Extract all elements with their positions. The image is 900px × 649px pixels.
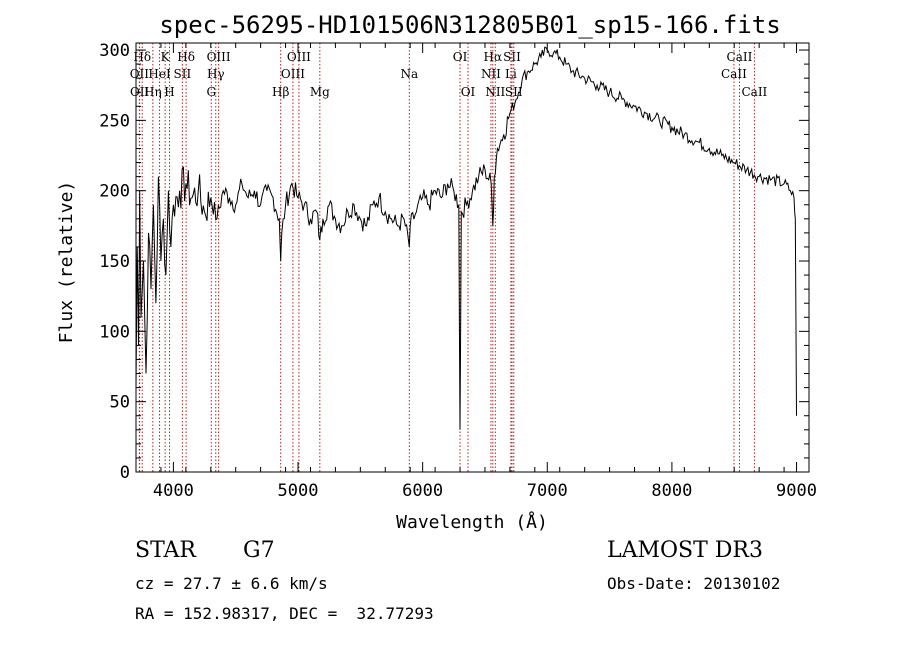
y-tick-label-0: 0 (120, 463, 130, 483)
x-tick-label-1: 5000 (278, 481, 319, 501)
spectrum-line (135, 46, 797, 430)
line-marker-label-23: NII (485, 85, 505, 99)
x-tick-label-4: 8000 (651, 481, 692, 501)
line-marker-label-27: CaII (741, 85, 767, 99)
line-marker-label-22: Li (505, 67, 517, 81)
y-tick-label-3: 150 (99, 252, 130, 272)
line-marker-label-25: CaII (727, 50, 753, 64)
object-subclass: G7 (243, 538, 275, 563)
y-tick-label-2: 100 (99, 322, 130, 342)
line-marker-label-18: OI (461, 85, 476, 99)
line-marker-label-13: OIII (281, 67, 305, 81)
x-axis-label: Wavelength (Å) (396, 511, 548, 533)
line-marker-label-4: HeI (148, 67, 171, 81)
plot-frame (135, 42, 810, 473)
x-tick-label-3: 7000 (527, 481, 568, 501)
axes: 4000 5000 6000 7000 8000 9000 0 50 100 150 200 250 3… (99, 41, 817, 501)
survey-name: LAMOST DR3 (607, 538, 763, 563)
line-marker-label-15: Mg (310, 85, 330, 99)
line-marker-label-7: SII (174, 67, 192, 81)
y-axis-label: Flux (relative) (56, 181, 77, 344)
line-marker-label-6: Hδ (177, 50, 195, 64)
line-marker-label-20: SII (503, 50, 521, 64)
y-tick-label-6: 300 (99, 41, 130, 61)
x-tick-label-0: 4000 (153, 481, 194, 501)
line-marker-label-5: Hη (144, 85, 162, 99)
spectrum-series (135, 46, 797, 430)
line-marker-label-10: Hγ (207, 67, 225, 81)
line-marker-label-26: CaII (721, 67, 747, 81)
line-marker-label-11: G (206, 85, 216, 99)
line-marker-label-16: Na (400, 67, 418, 81)
line-marker-label-1: OII (130, 67, 150, 81)
line-marker-label-17: OI (453, 50, 468, 64)
chart-title: spec-56295-HD101506N312805B01_sp15-166.f… (159, 11, 780, 39)
x-tick-label-2: 6000 (402, 481, 443, 501)
line-marker-label-0: Hδ (133, 50, 151, 64)
line-marker-label-3: K (161, 50, 171, 64)
obs-date: Obs-Date: 20130102 (607, 574, 781, 593)
x-tick-label-5: 9000 (776, 481, 817, 501)
object-class: STAR (135, 538, 196, 563)
redshift-readout: cz = 27.7 ± 6.6 km/s (135, 574, 328, 593)
line-marker-label-21: NII (481, 67, 501, 81)
line-marker-label-8: H (164, 85, 174, 99)
y-tick-label-5: 250 (99, 111, 130, 131)
y-tick-label-4: 200 (99, 182, 130, 202)
y-tick-label-1: 50 (110, 393, 130, 413)
line-marker-label-14: Hβ (272, 85, 289, 99)
line-marker-label-19: Hα (484, 50, 503, 64)
line-marker-label-9: OIII (207, 50, 231, 64)
line-marker-label-12: OIII (287, 50, 311, 64)
coordinates: RA = 152.98317, DEC = 32.77293 (135, 604, 434, 623)
